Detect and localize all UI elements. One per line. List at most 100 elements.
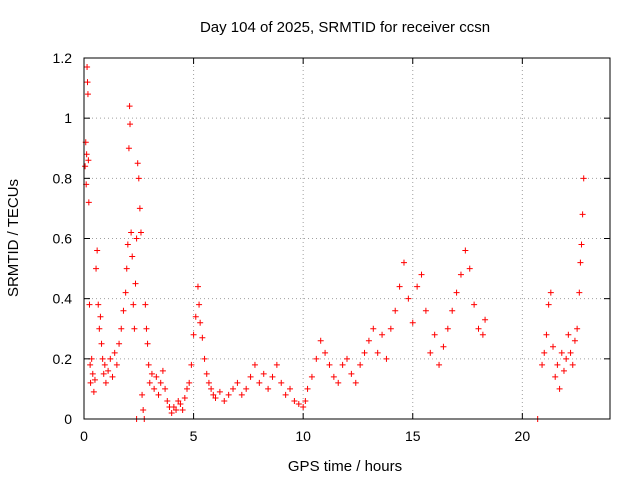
data-point — [466, 265, 473, 272]
data-point — [230, 385, 237, 392]
data-point — [199, 334, 206, 341]
data-point — [179, 406, 186, 413]
data-point — [326, 361, 333, 368]
data-point — [84, 79, 91, 86]
y-tick-label: 0.6 — [53, 231, 73, 247]
data-point — [374, 349, 381, 356]
data-point — [124, 241, 131, 248]
data-point — [282, 391, 289, 398]
data-point — [99, 355, 106, 362]
data-point — [85, 199, 92, 206]
data-point — [100, 370, 107, 377]
y-tick-label: 0.4 — [53, 291, 73, 307]
data-point — [287, 385, 294, 392]
data-point — [162, 385, 169, 392]
data-point — [148, 370, 155, 377]
data-point — [132, 280, 139, 287]
data-point — [260, 370, 267, 377]
data-point — [440, 343, 447, 350]
data-point — [85, 157, 92, 164]
data-point — [247, 373, 254, 380]
data-point — [82, 163, 89, 170]
data-points — [82, 64, 587, 422]
data-point — [453, 289, 460, 296]
data-point — [278, 379, 285, 386]
data-point — [111, 349, 118, 356]
data-point — [190, 331, 197, 338]
data-point — [192, 313, 199, 320]
data-point — [558, 349, 565, 356]
data-point — [300, 403, 307, 410]
data-point — [97, 313, 104, 320]
data-point — [580, 175, 587, 182]
data-point — [197, 319, 204, 326]
data-point — [313, 355, 320, 362]
y-tick-label: 0.8 — [53, 170, 73, 186]
data-point — [418, 271, 425, 278]
data-point — [479, 331, 486, 338]
data-point — [238, 391, 245, 398]
data-point — [565, 331, 572, 338]
data-point — [203, 370, 210, 377]
data-point — [137, 229, 144, 236]
data-point — [539, 361, 546, 368]
data-point — [210, 391, 217, 398]
axis-ticks: 0 5 10 15 20 0 0.2 0.4 0.6 0.8 1 1.2 — [53, 50, 610, 444]
data-point — [545, 301, 552, 308]
data-point — [569, 361, 576, 368]
x-axis-title: GPS time / hours — [288, 458, 402, 475]
data-point — [302, 397, 309, 404]
data-point — [84, 64, 91, 71]
data-point — [194, 283, 201, 290]
data-point — [135, 175, 142, 182]
data-point — [196, 301, 203, 308]
data-point — [409, 319, 416, 326]
data-point — [444, 325, 451, 332]
data-point — [86, 301, 93, 308]
data-point — [221, 397, 228, 404]
data-point — [205, 379, 212, 386]
data-point — [109, 373, 116, 380]
data-point — [578, 241, 585, 248]
data-point — [396, 283, 403, 290]
data-point — [173, 406, 180, 413]
data-point — [122, 289, 129, 296]
data-point — [265, 385, 272, 392]
data-point — [96, 325, 103, 332]
data-point — [344, 355, 350, 362]
data-point — [105, 367, 112, 374]
data-point — [216, 388, 223, 395]
data-point — [89, 370, 96, 377]
data-point — [159, 367, 166, 374]
data-point — [348, 370, 355, 377]
data-point — [127, 121, 134, 128]
data-point — [129, 253, 136, 260]
data-point — [383, 355, 390, 362]
data-point — [427, 349, 434, 356]
data-point — [168, 409, 175, 416]
data-point — [422, 307, 429, 314]
data-point — [136, 205, 143, 212]
data-point — [567, 349, 574, 356]
data-point — [251, 361, 258, 368]
data-point — [365, 337, 372, 344]
data-point — [471, 301, 478, 308]
data-point — [142, 301, 149, 308]
data-point — [547, 289, 554, 296]
data-point — [91, 376, 98, 383]
data-point — [291, 397, 298, 404]
data-point — [102, 379, 109, 386]
data-point — [295, 400, 302, 407]
data-point — [130, 301, 137, 308]
x-tick-label: 15 — [405, 428, 421, 444]
data-point — [131, 325, 138, 332]
data-point — [541, 349, 548, 356]
data-point — [243, 385, 250, 392]
data-point — [556, 385, 563, 392]
data-point — [475, 325, 482, 332]
y-tick-label: 0 — [64, 411, 72, 427]
data-point — [543, 331, 550, 338]
data-point — [153, 373, 160, 380]
data-point — [134, 160, 141, 167]
